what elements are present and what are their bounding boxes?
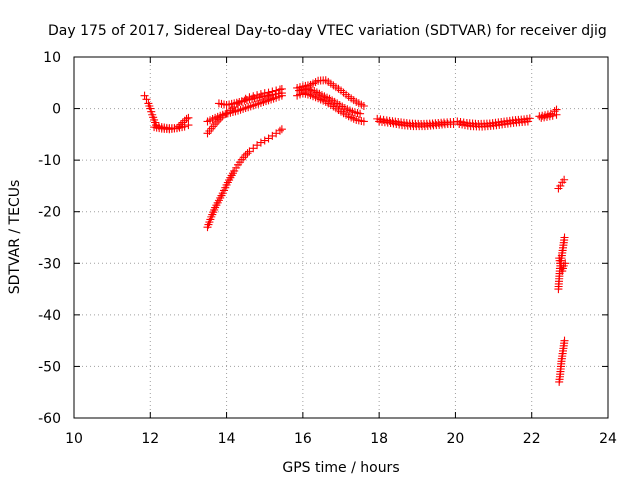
x-tick-label: 12 xyxy=(141,431,159,447)
y-tick-label: -50 xyxy=(38,359,61,375)
data-point xyxy=(243,149,252,158)
data-point xyxy=(260,136,269,145)
data-point xyxy=(241,150,250,159)
data-point xyxy=(560,233,569,242)
data-point xyxy=(178,118,187,127)
data-point xyxy=(523,117,532,126)
data-point xyxy=(142,95,151,104)
chart-title: Day 175 of 2017, Sidereal Day-to-day VTE… xyxy=(48,23,607,39)
data-point xyxy=(356,109,365,118)
axis-ticks: 10 12 14 16 18 20 22 24 10 0 -10 -20 -30 -40 -50 -60 xyxy=(38,50,617,447)
x-tick-label: 10 xyxy=(65,431,83,447)
series-arc-3 xyxy=(203,125,286,232)
data-point xyxy=(140,91,149,100)
y-tick-label: -60 xyxy=(38,411,61,427)
x-tick-label: 18 xyxy=(370,431,388,447)
y-tick-label: -20 xyxy=(38,205,61,221)
data-point xyxy=(548,111,557,120)
grid xyxy=(74,57,608,418)
series-arc-2 xyxy=(150,113,193,134)
data-point xyxy=(184,121,193,130)
x-tick-label: 14 xyxy=(218,431,236,447)
x-tick-label: 20 xyxy=(447,431,465,447)
data-point xyxy=(556,181,565,190)
data-point xyxy=(184,113,193,122)
data-point xyxy=(552,110,561,119)
data-point xyxy=(560,336,569,345)
y-axis-label: SDTVAR / TECUs xyxy=(7,180,23,295)
series-arc-19 xyxy=(555,336,569,386)
data-point xyxy=(275,126,284,135)
data-point xyxy=(560,175,569,184)
data-point xyxy=(561,259,570,268)
x-tick-label: 16 xyxy=(294,431,312,447)
series-arc-7 xyxy=(293,76,368,110)
data-marks xyxy=(140,76,570,386)
series-arc-13 xyxy=(455,117,532,131)
y-tick-label: -40 xyxy=(38,308,61,324)
y-tick-label: 10 xyxy=(43,50,61,66)
series-arc-6 xyxy=(214,89,286,109)
data-point xyxy=(359,117,368,126)
data-point xyxy=(174,122,183,131)
x-axis-label: GPS time / hours xyxy=(282,460,399,476)
data-point xyxy=(172,124,181,133)
data-point xyxy=(256,138,265,147)
series-arc-18 xyxy=(555,254,570,276)
y-tick-label: 0 xyxy=(52,102,61,118)
y-tick-label: -10 xyxy=(38,153,61,169)
data-point xyxy=(213,117,222,126)
data-point xyxy=(176,120,185,129)
series-arc-11 xyxy=(375,117,458,131)
series-arc-16 xyxy=(554,175,569,193)
data-point xyxy=(359,101,368,110)
y-tick-label: -30 xyxy=(38,256,61,272)
data-point xyxy=(550,107,559,116)
x-tick-label: 22 xyxy=(523,431,541,447)
series-arc-15 xyxy=(537,110,561,122)
x-tick-label: 24 xyxy=(599,431,617,447)
data-point xyxy=(182,114,191,123)
plot-frame xyxy=(73,56,609,419)
data-point xyxy=(277,89,286,98)
series-arc-4 xyxy=(203,84,286,138)
series-arc-8 xyxy=(293,89,368,126)
series-arc-9 xyxy=(295,84,365,118)
data-point xyxy=(277,125,286,134)
